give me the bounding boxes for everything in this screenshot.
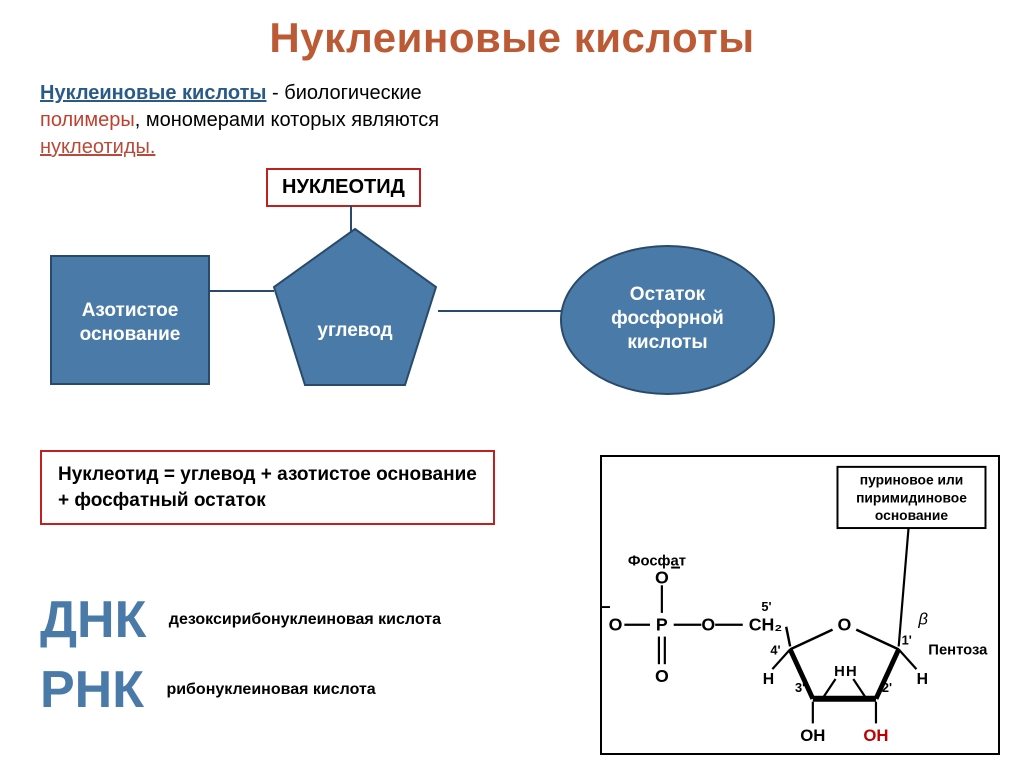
svg-text:2': 2' bbox=[882, 680, 892, 695]
svg-text:O: O bbox=[655, 666, 669, 686]
carbohydrate-pentagon: углевод bbox=[270, 225, 440, 390]
formula-l1: Нуклеотид = углевод + азотистое основани… bbox=[58, 462, 477, 488]
chemistry-panel: пуриновое или пиримидиновое основание Фо… bbox=[600, 455, 1000, 755]
svg-text:O: O bbox=[701, 615, 715, 635]
svg-text:P: P bbox=[656, 615, 668, 635]
dna-acronym: ДНК bbox=[40, 590, 146, 650]
svg-text:CH₂: CH₂ bbox=[749, 615, 783, 635]
svg-text:3': 3' bbox=[795, 680, 805, 695]
svg-text:пиримидиновое: пиримидиновое bbox=[856, 489, 967, 505]
svg-text:−: − bbox=[602, 597, 611, 617]
phos-l3: кислоты bbox=[562, 331, 773, 355]
svg-text:−: − bbox=[670, 557, 680, 577]
phos-l1: Остаток bbox=[562, 283, 773, 307]
formula-box: Нуклеотид = углевод + азотистое основани… bbox=[40, 450, 495, 525]
svg-text:основание: основание bbox=[875, 507, 948, 523]
svg-text:H: H bbox=[846, 664, 857, 680]
svg-text:O: O bbox=[609, 615, 623, 635]
def-term: Нуклеиновые кислоты bbox=[40, 82, 267, 104]
dna-row: ДНК дезоксирибонуклеиновая кислота bbox=[40, 590, 441, 650]
svg-text:пуриновое или: пуриновое или bbox=[860, 472, 963, 488]
rna-row: РНК рибонуклеиновая кислота bbox=[40, 660, 376, 720]
svg-text:H: H bbox=[834, 664, 845, 680]
def-mid1: - биологические bbox=[267, 82, 422, 104]
phos-l2: фосфорной bbox=[562, 307, 773, 331]
phosphate-ellipse: Остаток фосфорной кислоты bbox=[560, 245, 775, 395]
svg-text:H: H bbox=[917, 671, 928, 688]
svg-text:O: O bbox=[837, 615, 851, 635]
pentagon-svg bbox=[270, 225, 440, 390]
page-title: Нуклеиновые кислоты bbox=[0, 0, 1024, 62]
nucleotide-label-box: НУКЛЕОТИД bbox=[266, 168, 421, 207]
rna-acronym: РНК bbox=[40, 660, 144, 720]
formula-l2: + фосфатный остаток bbox=[58, 488, 477, 514]
svg-text:1': 1' bbox=[902, 632, 912, 647]
carb-label: углевод bbox=[317, 320, 392, 341]
def-poly: полимеры bbox=[40, 109, 135, 131]
connector-line-1 bbox=[210, 290, 274, 292]
nitrogen-base-box: Азотистое основание bbox=[50, 255, 210, 385]
svg-text:4': 4' bbox=[770, 642, 780, 657]
svg-text:H: H bbox=[763, 671, 774, 688]
definition-text: Нуклеиновые кислоты - биологические поли… bbox=[40, 80, 439, 161]
rna-expansion: рибонуклеиновая кислота bbox=[166, 681, 375, 699]
svg-text:β: β bbox=[917, 610, 928, 629]
def-nuc: нуклеотиды. bbox=[40, 136, 155, 158]
def-mid2: , мономерами которых являются bbox=[135, 109, 439, 131]
svg-text:OH: OH bbox=[863, 726, 888, 745]
svg-text:O: O bbox=[655, 567, 669, 587]
svg-text:OH: OH bbox=[800, 726, 825, 745]
nucleotide-structure-svg: пуриновое или пиримидиновое основание Фо… bbox=[602, 457, 998, 753]
dna-expansion: дезоксирибонуклеиновая кислота bbox=[169, 611, 441, 629]
svg-text:5': 5' bbox=[761, 599, 771, 614]
connector-line-2 bbox=[438, 310, 562, 312]
svg-text:Пентоза: Пентоза bbox=[928, 642, 988, 658]
base-label: Азотистое основание bbox=[80, 300, 181, 345]
